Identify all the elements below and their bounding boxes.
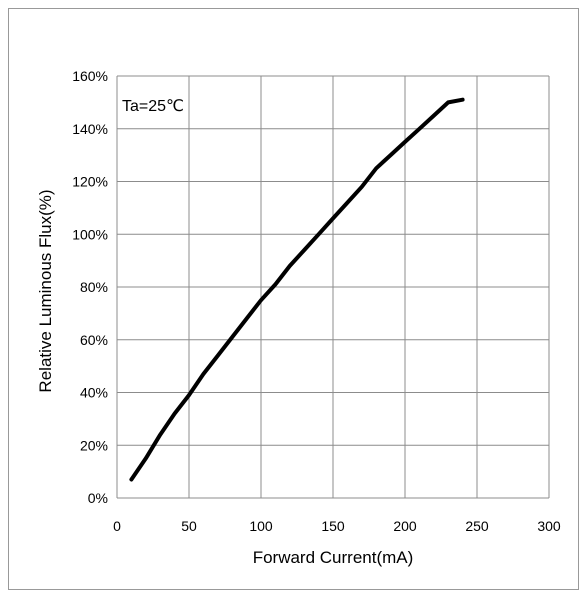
chart-frame [8,8,579,590]
data-point [245,317,249,321]
data-point [273,282,277,286]
data-point [259,298,263,302]
series-line [129,97,465,482]
y-tick-label: 20% [80,437,108,453]
data-point [461,98,465,102]
data-point [302,248,306,252]
x-tick-labels: 0 50 100 150 200 250 300 [113,518,561,534]
x-tick-label: 200 [393,518,417,534]
data-point [360,185,364,189]
series-group [129,97,465,482]
data-point [129,478,133,482]
x-tick-label: 0 [113,518,121,534]
data-point [403,140,407,144]
data-point [389,153,393,157]
data-point [374,166,378,170]
data-point [446,100,450,104]
y-tick-label: 0% [88,490,108,506]
y-tick-label: 60% [80,332,108,348]
data-point [417,127,421,131]
y-tick-label: 160% [72,68,108,84]
y-tick-label: 140% [72,121,108,137]
data-point [201,372,205,376]
y-axis-label: Relative Luminous Flux(%) [36,189,55,392]
data-point [158,433,162,437]
data-point [345,201,349,205]
data-point [144,456,148,460]
data-point [216,354,220,358]
data-point [230,335,234,339]
x-tick-label: 150 [321,518,345,534]
temperature-annotation: Ta=25℃ [122,98,184,115]
data-point [331,216,335,220]
data-point [288,264,292,268]
x-tick-label: 50 [181,518,197,534]
y-tick-labels: 0% 20% 40% 60% 80% 100% 120% 140% 160% [72,68,108,506]
y-tick-label: 80% [80,279,108,295]
x-axis-label: Forward Current(mA) [253,548,414,567]
data-point [187,393,191,397]
data-point [317,232,321,236]
y-tick-label: 100% [72,226,108,242]
grid [116,75,550,499]
data-point [432,114,436,118]
x-tick-label: 100 [249,518,273,534]
x-tick-label: 300 [537,518,561,534]
y-tick-label: 120% [72,174,108,190]
data-point [173,412,177,416]
y-tick-label: 40% [80,385,108,401]
x-tick-label: 250 [465,518,489,534]
